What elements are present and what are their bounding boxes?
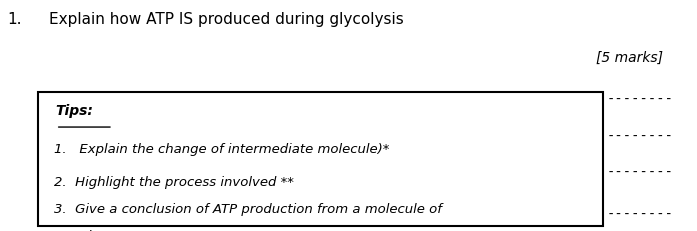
Text: --------: -------- <box>606 166 673 180</box>
Text: Tips:: Tips: <box>56 104 93 118</box>
Text: glucose. ***: glucose. *** <box>54 230 158 231</box>
Text: 1.: 1. <box>7 12 22 27</box>
Text: --------: -------- <box>606 92 673 106</box>
Text: [5 marks]: [5 marks] <box>596 51 663 65</box>
Text: 3.  Give a conclusion of ATP production from a molecule of: 3. Give a conclusion of ATP production f… <box>54 203 441 216</box>
Text: 1.   Explain the change of intermediate molecule)*: 1. Explain the change of intermediate mo… <box>54 143 389 156</box>
FancyBboxPatch shape <box>38 92 603 226</box>
Text: --------: -------- <box>606 129 673 143</box>
Text: 2.  Highlight the process involved **: 2. Highlight the process involved ** <box>54 176 293 188</box>
Text: --------: -------- <box>606 208 673 222</box>
Text: Explain how ATP IS produced during glycolysis: Explain how ATP IS produced during glyco… <box>49 12 404 27</box>
